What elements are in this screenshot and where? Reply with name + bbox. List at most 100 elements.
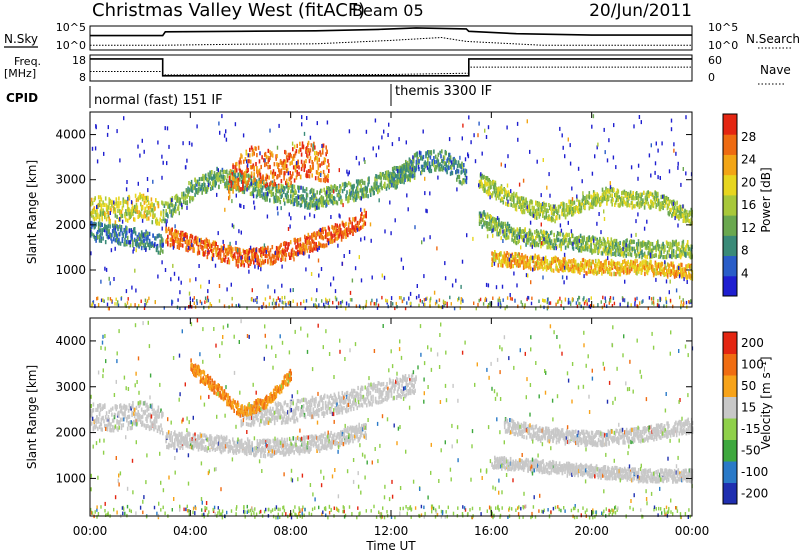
power-cell (635, 201, 638, 206)
power-cell (590, 202, 592, 207)
power-cell (565, 238, 568, 243)
power-cell (686, 215, 689, 220)
power-cell (681, 251, 684, 256)
power-cell (285, 150, 287, 155)
power-cell (673, 210, 676, 215)
power-cell (345, 182, 347, 187)
power-cell (150, 243, 153, 248)
power-cell (114, 228, 117, 233)
power-cell (360, 225, 362, 230)
power-cell-sparse (326, 120, 329, 125)
power-cell (324, 199, 326, 204)
power-cell (503, 229, 505, 234)
power-cell (636, 264, 638, 269)
power-cell (277, 188, 280, 193)
power-cell (592, 260, 594, 265)
power-cell (343, 186, 346, 191)
power-cell (537, 261, 540, 266)
power-cell (116, 233, 118, 238)
power-cell (306, 203, 309, 208)
power-cell (314, 145, 316, 150)
power-cell (555, 256, 557, 261)
power-cell (312, 203, 314, 208)
power-cell (211, 176, 213, 181)
power-cell-sparse (291, 141, 294, 146)
power-cell (392, 169, 395, 174)
power-cell (653, 268, 656, 273)
power-cell (675, 208, 677, 213)
power-cell (445, 168, 447, 173)
power-cell (321, 235, 324, 240)
power-cell (527, 234, 529, 239)
power-cell (497, 231, 499, 236)
power-cell (140, 241, 142, 246)
power-cell (253, 254, 255, 260)
power-cell (456, 168, 459, 174)
power-cell (421, 156, 424, 161)
power-cell (537, 266, 539, 271)
power-cell (568, 232, 570, 237)
power-cell (112, 225, 115, 230)
power-cell (515, 252, 517, 257)
power-cell (247, 175, 250, 180)
power-cell (551, 257, 553, 262)
power-cell (580, 248, 583, 253)
power-cell (359, 226, 361, 231)
power-cell (325, 233, 328, 238)
power-cell (430, 150, 433, 155)
power-cell (669, 199, 671, 204)
power-cell-sparse (466, 233, 468, 238)
power-cell (308, 240, 310, 245)
power-cell (463, 168, 465, 173)
power-cell (599, 267, 601, 273)
power-cell (623, 259, 625, 265)
power-cell (172, 241, 174, 246)
power-cell (100, 207, 103, 212)
power-cell (585, 239, 588, 244)
power-cell (548, 234, 550, 239)
power-cell (580, 242, 583, 248)
power-cell (137, 214, 139, 219)
power-cell (362, 193, 365, 198)
power-cell (238, 247, 240, 252)
power-cell (256, 169, 259, 174)
power-cell (671, 200, 673, 205)
power-cell (101, 214, 103, 220)
power-cell (507, 226, 510, 231)
power-cell (291, 247, 294, 252)
power-cell (283, 189, 285, 195)
power-cell (189, 241, 191, 246)
power-cell (651, 248, 654, 253)
power-cell (386, 183, 389, 188)
power-cell (94, 224, 96, 229)
power-cell (681, 272, 684, 277)
power-cell (321, 147, 324, 152)
power-cell (606, 201, 608, 206)
power-cell (230, 186, 232, 191)
power-cell (478, 180, 481, 185)
power-cell (377, 189, 379, 194)
power-cell (287, 182, 290, 187)
power-cell (113, 223, 116, 228)
power-cell (451, 162, 454, 167)
power-cell-sparse (348, 129, 351, 134)
power-cell (509, 228, 512, 234)
power-cell (657, 239, 659, 244)
power-cell (657, 191, 659, 196)
power-cell (680, 245, 683, 250)
power-cell (318, 205, 320, 210)
power-cell (303, 160, 306, 165)
power-cell (136, 205, 139, 210)
power-cell (105, 203, 108, 208)
power-cell (531, 258, 534, 263)
power-cell (675, 255, 677, 260)
power-cell (559, 261, 562, 267)
power-cell (539, 261, 542, 266)
power-cell (113, 230, 116, 235)
power-cell (290, 188, 293, 193)
power-cell (657, 198, 659, 203)
power-cell (104, 224, 107, 230)
power-cell (261, 258, 264, 263)
power-cell (207, 180, 210, 185)
power-cell (506, 196, 508, 201)
